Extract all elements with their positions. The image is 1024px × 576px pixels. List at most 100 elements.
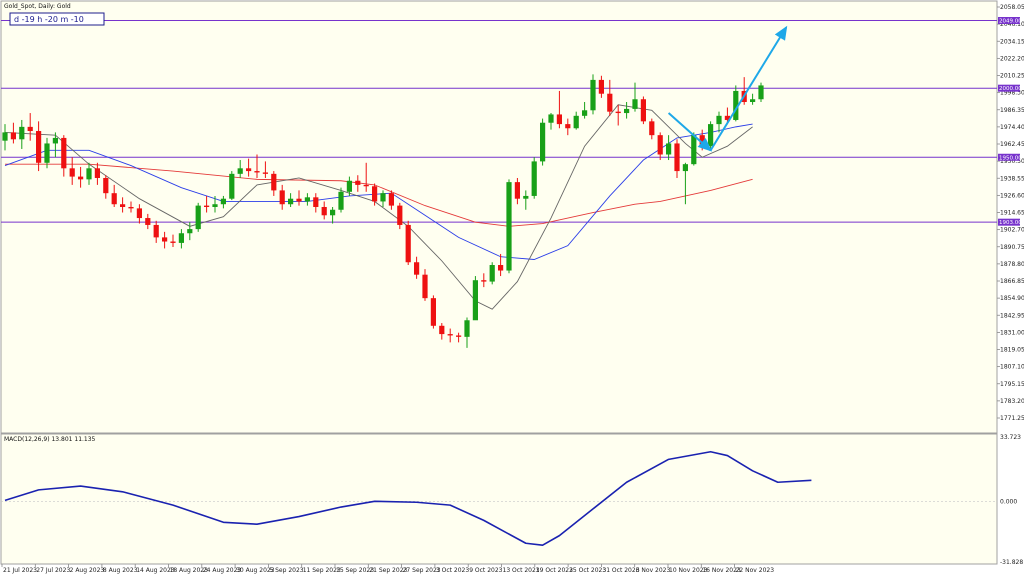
moving-averages: [4, 104, 753, 310]
candle-body: [103, 177, 109, 194]
candle-body: [674, 143, 680, 172]
level-price-text: 1903.00: [999, 220, 1022, 226]
candle-body: [439, 325, 445, 335]
candle: [388, 190, 394, 210]
countdown-box[interactable]: [9, 12, 105, 26]
candle: [397, 202, 403, 230]
symbol-title: Gold_Spot, Daily: Gold: [4, 3, 71, 10]
candle-body: [632, 99, 638, 109]
date-tick-label: 30 Aug 2023: [236, 567, 275, 574]
candle: [498, 253, 504, 277]
candle-body: [489, 265, 495, 282]
candle: [44, 137, 50, 169]
level-price-labels: 2049.00 2000.00 1950.00 1903.00: [998, 17, 1022, 226]
candle-body: [195, 205, 201, 230]
candle: [708, 121, 714, 149]
candle: [27, 113, 33, 141]
price-tick-label: 1866.85: [1000, 278, 1024, 285]
candle-body: [338, 191, 344, 210]
candle-body: [10, 132, 16, 140]
price-tick-label: 1914.65: [1000, 210, 1024, 217]
horizontal-levels: [1, 20, 997, 223]
candle: [220, 195, 226, 209]
date-tick-label: 16 Nov 2023: [702, 567, 741, 574]
candle: [10, 122, 16, 144]
candle: [321, 201, 327, 220]
date-tick-label: 18 Aug 2023: [170, 567, 209, 574]
candle-body: [44, 143, 50, 163]
candle-body: [262, 172, 268, 174]
candle-body: [582, 110, 588, 116]
candle: [363, 162, 369, 192]
price-tick-label: 1974.40: [1000, 124, 1024, 131]
candle-body: [36, 131, 42, 163]
candle-body: [346, 180, 352, 192]
candle-body: [212, 204, 218, 207]
candle: [346, 176, 352, 196]
candle-body: [430, 298, 436, 326]
candle: [61, 135, 67, 177]
price-tick-label: 1842.95: [1000, 312, 1024, 319]
price-tick-label: 1819.05: [1000, 347, 1024, 354]
candle: [506, 179, 512, 274]
macd-tick-label: 33.723: [1000, 434, 1021, 441]
candle-body: [464, 320, 470, 337]
candle: [666, 135, 672, 161]
candle: [237, 160, 243, 178]
candle-body: [363, 184, 369, 187]
candle: [607, 79, 613, 116]
trend-arrow-1[interactable]: [709, 25, 788, 151]
date-tick-label: 10 Nov 2023: [669, 567, 708, 574]
date-tick-label: 3 Oct 2023: [436, 567, 469, 574]
candle: [229, 171, 235, 201]
candle-body: [61, 137, 67, 169]
candle: [565, 118, 571, 136]
trend-arrow-0[interactable]: [667, 112, 713, 152]
candle-body: [170, 241, 176, 243]
price-tick-label: 1854.90: [1000, 295, 1024, 302]
candle-body: [162, 237, 168, 242]
candle: [204, 195, 210, 213]
date-tick-label: 19 Oct 2023: [536, 567, 573, 574]
macd-indicator: [1, 450, 997, 546]
candle-body: [590, 79, 596, 111]
date-tick-label: 21 Jul 2023: [3, 567, 37, 574]
candle: [372, 183, 378, 206]
ma-slow-line: [5, 163, 753, 227]
candle-body: [69, 168, 75, 177]
candle: [598, 75, 604, 98]
price-tick-label: 2022.20: [1000, 55, 1024, 62]
candle-body: [422, 274, 428, 299]
candle-body: [187, 229, 193, 234]
candle: [716, 111, 722, 133]
macd-line: [4, 450, 812, 546]
date-tick-label: 6 Nov 2023: [636, 567, 671, 574]
candle: [296, 190, 302, 206]
candle: [489, 262, 495, 285]
candle-body: [296, 198, 302, 202]
candle-body: [758, 85, 764, 100]
price-tick-label: 1831.00: [1000, 329, 1024, 336]
candle-body: [531, 161, 537, 196]
candle: [649, 118, 655, 140]
price-tick-label: 1783.20: [1000, 398, 1024, 405]
macd-panel[interactable]: [0, 433, 998, 565]
candle: [338, 187, 344, 213]
candle-body: [313, 197, 319, 207]
candle: [254, 154, 260, 178]
candle: [2, 124, 8, 151]
candle-body: [598, 79, 604, 94]
date-tick-label: 25 Oct 2023: [569, 567, 606, 574]
candle: [136, 204, 142, 224]
price-tick-label: 1950.50: [1000, 158, 1024, 165]
candle-body: [279, 190, 285, 205]
candle-body: [514, 182, 520, 199]
candle: [422, 269, 428, 301]
candle-body: [388, 193, 394, 206]
price-panel[interactable]: [0, 0, 998, 434]
candle-body: [523, 195, 529, 199]
candle-body: [733, 90, 739, 120]
candle: [120, 197, 126, 213]
candle-body: [254, 171, 260, 173]
